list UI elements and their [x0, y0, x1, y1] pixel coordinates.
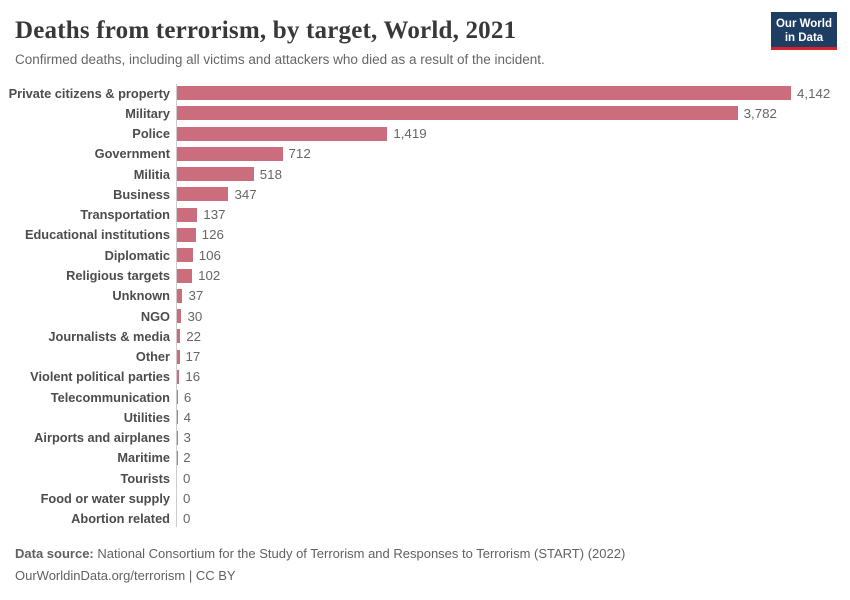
chart-header: Deaths from terrorism, by target, World,… [0, 0, 850, 67]
category-label: Transportation [80, 207, 170, 223]
chart-row: Other 17 [0, 346, 850, 366]
value-label: 712 [288, 146, 311, 162]
bar[interactable] [177, 369, 180, 384]
chart-row: Transportation 137 [0, 205, 850, 225]
bar[interactable] [177, 288, 183, 303]
owid-logo-line2: in Data [784, 32, 824, 44]
chart-row: Religious targets 102 [0, 265, 850, 285]
category-label: Food or water supply [40, 490, 170, 506]
value-label: 0 [183, 511, 191, 527]
chart-row: Food or water supply 0 [0, 488, 850, 508]
value-label: 1,419 [393, 126, 427, 142]
chart-row: NGO 30 [0, 306, 850, 326]
value-label: 4 [183, 409, 191, 425]
bar[interactable] [177, 227, 196, 242]
category-label: Military [125, 105, 170, 121]
category-label: NGO [140, 308, 170, 324]
category-label: Airports and airplanes [34, 430, 170, 446]
value-label: 16 [185, 369, 201, 385]
data-source-text: National Consortium for the Study of Ter… [93, 546, 626, 561]
chart-row: Business 347 [0, 184, 850, 204]
bar-chart: Private citizens & property 4,142 Military… [0, 83, 850, 529]
category-label: Educational institutions [24, 227, 170, 243]
chart-row: Military 3,782 [0, 103, 850, 123]
chart-row: Maritime 2 [0, 448, 850, 468]
category-label: Tourists [120, 470, 170, 486]
chart-rows: Private citizens & property 4,142 Military… [0, 83, 850, 529]
value-label: 3,782 [743, 105, 777, 121]
category-label: Diplomatic [104, 247, 170, 263]
category-label: Unknown [112, 288, 170, 304]
category-label: Militia [133, 166, 170, 182]
chart-row: Airports and airplanes 3 [0, 428, 850, 448]
value-label: 6 [183, 389, 192, 405]
chart-row: Violent political parties 16 [0, 367, 850, 387]
y-axis-line [176, 84, 177, 527]
category-label: Utilities [123, 409, 170, 425]
chart-row: Militia 518 [0, 164, 850, 184]
chart-row: Utilities 4 [0, 407, 850, 427]
value-label: 106 [198, 247, 221, 263]
category-label: Other [135, 349, 170, 365]
category-label: Business [113, 186, 170, 202]
bar[interactable] [177, 187, 229, 202]
value-label: 0 [183, 470, 191, 486]
value-label: 17 [185, 349, 201, 365]
value-label: 37 [188, 288, 204, 304]
bar[interactable] [177, 268, 193, 283]
chart-row: Private citizens & property 4,142 [0, 83, 850, 103]
chart-row: Government 712 [0, 144, 850, 164]
bar[interactable] [177, 329, 181, 344]
value-label: 518 [259, 166, 282, 182]
category-label: Maritime [117, 450, 170, 466]
bar[interactable] [177, 349, 180, 364]
chart-row: Journalists & media 22 [0, 326, 850, 346]
chart-row: Unknown 37 [0, 286, 850, 306]
bar[interactable] [177, 410, 178, 425]
value-label: 22 [186, 328, 202, 344]
bar[interactable] [177, 126, 388, 141]
value-label: 102 [198, 268, 221, 284]
value-label: 0 [183, 490, 191, 506]
citation-link-line[interactable]: OurWorldinData.org/terrorism | CC BY [15, 568, 236, 583]
value-label: 137 [203, 207, 226, 223]
category-label: Abortion related [71, 511, 170, 527]
category-label: Police [132, 126, 170, 142]
bar[interactable] [177, 390, 178, 405]
chart-row: Abortion related 0 [0, 509, 850, 529]
value-label: 30 [187, 308, 203, 324]
data-source-label: Data source: [15, 546, 94, 561]
value-label: 4,142 [797, 85, 831, 101]
bar[interactable] [177, 106, 738, 121]
owid-logo[interactable]: Our World in Data [771, 12, 837, 50]
category-label: Journalists & media [48, 328, 170, 344]
data-source-line: Data source: National Consortium for the… [15, 543, 625, 565]
chart-subtitle: Confirmed deaths, including all victims … [15, 52, 545, 67]
bar[interactable] [177, 146, 283, 161]
value-label: 126 [201, 227, 224, 243]
value-label: 347 [234, 186, 257, 202]
chart-row: Diplomatic 106 [0, 245, 850, 265]
owid-logo-line1: Our World [775, 18, 832, 30]
category-label: Government [94, 146, 170, 162]
bar[interactable] [177, 248, 193, 263]
chart-row: Educational institutions 126 [0, 225, 850, 245]
page-title: Deaths from terrorism, by target, World,… [15, 17, 517, 44]
category-label: Telecommunication [50, 389, 170, 405]
category-label: Violent political parties [30, 369, 170, 385]
bar[interactable] [177, 309, 182, 324]
chart-row: Telecommunication 6 [0, 387, 850, 407]
value-label: 2 [183, 450, 191, 466]
chart-row: Tourists 0 [0, 468, 850, 488]
value-label: 3 [183, 430, 191, 446]
chart-row: Police 1,419 [0, 124, 850, 144]
category-label: Private citizens & property [8, 85, 170, 101]
bar[interactable] [177, 167, 254, 182]
bar[interactable] [177, 86, 791, 101]
bar[interactable] [177, 207, 198, 222]
category-label: Religious targets [66, 268, 170, 284]
chart-footer: Data source: National Consortium for the… [15, 543, 625, 587]
